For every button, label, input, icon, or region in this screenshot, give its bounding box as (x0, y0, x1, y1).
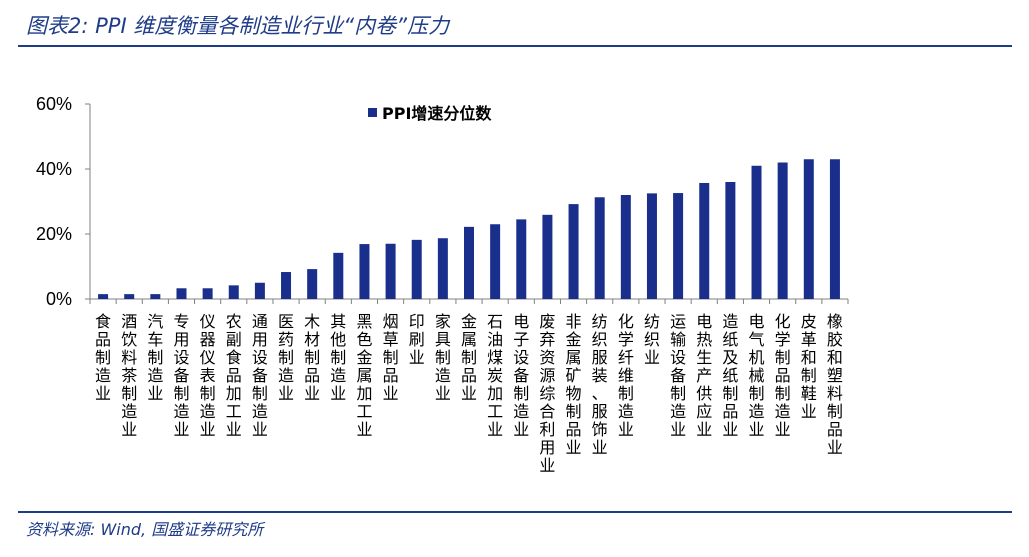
bar (254, 282, 265, 299)
x-category-label: 化学制品制造业 (775, 312, 791, 439)
x-category-label: 电热生产供应业 (696, 312, 712, 439)
x-category-labels: 食品制造业酒饮料茶制造业汽车制造业专用设备制造业仪器仪表制造业农副食品加工业通用… (95, 312, 843, 475)
x-category-label: 木材制品业 (304, 312, 320, 403)
x-category-label: 专用设备制造业 (173, 312, 189, 439)
bar (490, 224, 501, 299)
x-category-label: 非金属矿物制品业 (566, 312, 582, 457)
x-category-label: 食品制造业 (95, 312, 111, 403)
x-category-label: 石油煤炭加工业 (487, 312, 503, 439)
bar (307, 269, 318, 299)
bar (699, 182, 710, 299)
bar (281, 272, 292, 299)
legend-label: PPI增速分位数 (382, 104, 492, 123)
x-category-label: 农副食品加工业 (226, 312, 242, 439)
x-axis (89, 298, 849, 304)
x-category-label: 金属制品业 (461, 312, 477, 403)
figure-title: 图表2: PPI 维度衡量各制造业行业“内卷”压力 (26, 14, 450, 38)
title-rule (18, 45, 1012, 47)
bar-series (98, 159, 840, 299)
bar (98, 294, 109, 299)
bar (124, 294, 135, 299)
x-category-label: 电子设备制造业 (513, 312, 529, 439)
legend: PPI增速分位数 (368, 104, 492, 123)
bar (803, 159, 814, 299)
x-category-label: 纺织服装、服饰业 (592, 312, 608, 457)
source-rule (18, 511, 1012, 513)
y-tick-label: 60% (36, 94, 72, 114)
legend-swatch (368, 108, 377, 117)
x-category-label: 烟草制品业 (383, 312, 399, 403)
y-tick-label: 0% (46, 289, 72, 309)
x-category-label: 橡胶和塑料制品业 (827, 312, 843, 457)
x-category-label: 汽车制造业 (147, 312, 163, 403)
bar (673, 193, 684, 299)
bar (777, 162, 788, 299)
x-category-label: 酒饮料茶制造业 (121, 312, 137, 439)
x-category-label: 废弃资源综合利用业 (539, 312, 555, 475)
x-category-label: 纺织业 (644, 312, 660, 367)
y-tick-label: 20% (36, 224, 72, 244)
bar (359, 244, 370, 299)
x-category-label: 其他制造业 (330, 312, 346, 403)
bar (150, 294, 161, 299)
bar (751, 165, 762, 299)
x-category-label: 通用设备制造业 (252, 312, 268, 439)
x-category-label: 仪器仪表制造业 (200, 312, 216, 439)
bar (176, 288, 187, 299)
bar (542, 214, 553, 299)
bar-chart: 0% 20% 40% 60% 食品制造业酒饮料茶制造业汽车制造业专用设备制造业仪器仪表… (36, 94, 849, 475)
bar (411, 239, 422, 299)
x-category-label: 医药制造业 (278, 312, 294, 403)
x-category-label: 电气机械制造业 (749, 312, 765, 439)
x-category-label: 黑色金属加工业 (356, 312, 372, 439)
bar (516, 219, 527, 299)
bar (568, 204, 579, 299)
bar (829, 159, 840, 299)
bar (437, 238, 448, 299)
bar (202, 288, 213, 299)
x-category-label: 造纸及纸制品业 (722, 312, 738, 439)
bar (464, 226, 474, 299)
x-category-label: 皮革和制鞋业 (801, 312, 817, 421)
bar (620, 195, 631, 299)
x-category-label: 印刷业 (409, 312, 425, 367)
bar (333, 252, 344, 299)
bar (646, 193, 657, 299)
bar (385, 243, 396, 299)
x-category-label: 家具制造业 (435, 312, 451, 403)
x-category-label: 运输设备制造业 (670, 312, 686, 439)
bar (594, 197, 605, 299)
bar (725, 182, 736, 299)
bar (228, 285, 239, 299)
y-axis: 0% 20% 40% 60% (36, 94, 91, 309)
x-category-label: 化学纤维制造业 (618, 312, 634, 439)
y-tick-label: 40% (36, 159, 72, 179)
source-note: 资料来源: Wind, 国盛证券研究所 (26, 520, 264, 539)
